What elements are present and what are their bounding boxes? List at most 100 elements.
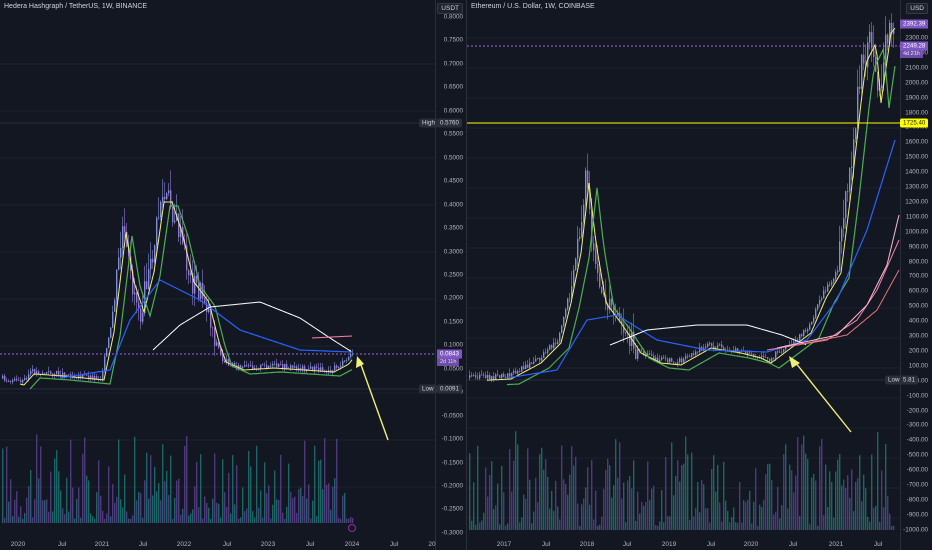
right-chart-pane[interactable]: Ethereum / U.S. Dollar, 1W, COINBASE USD…: [467, 0, 932, 550]
volume-bar: [597, 525, 599, 530]
volume-bar: [825, 464, 827, 530]
volume-bar: [196, 461, 198, 523]
left-chart-title: Hedera Hashgraph / TetherUS, 1W, BINANCE: [4, 3, 148, 10]
candle-body: [134, 292, 136, 295]
candle-body: [296, 366, 298, 370]
right-y-tick: -200.00: [906, 407, 928, 414]
volume-bar: [8, 501, 10, 523]
left-x-tick: 2021: [94, 541, 110, 548]
candle-body: [785, 346, 787, 350]
candle-body: [342, 360, 344, 366]
candle-body: [56, 370, 58, 375]
left-chart-pane[interactable]: Hedera Hashgraph / TetherUS, 1W, BINANCE…: [0, 0, 466, 550]
candle-body: [749, 352, 751, 354]
volume-bar: [154, 466, 156, 523]
candle-body: [62, 372, 64, 377]
volume-bar: [116, 497, 118, 523]
volume-bar: [567, 494, 569, 530]
volume-bar: [855, 481, 857, 530]
left-chart-canvas[interactable]: [0, 0, 466, 550]
volume-bar: [535, 477, 537, 530]
volume-bar: [683, 463, 685, 530]
left-currency-label[interactable]: USDT: [437, 3, 463, 14]
candle-body: [38, 371, 40, 375]
candle-body: [78, 375, 80, 379]
candle-body: [216, 342, 218, 346]
candle-body: [20, 380, 22, 383]
volume-bar: [745, 502, 747, 530]
candle-body: [863, 54, 865, 64]
volume-bar: [270, 518, 272, 523]
left-y-tick: 0.4000: [443, 201, 463, 209]
volume-bar: [623, 482, 625, 530]
right-price-axis[interactable]: USD 2300.002200.002100.002000.001900.001…: [900, 0, 931, 550]
candle-body: [577, 238, 579, 259]
right-chart-canvas[interactable]: [467, 0, 932, 550]
right-tag-top: 2392.39: [900, 19, 929, 29]
volume-bar: [649, 500, 651, 530]
volume-bar: [733, 507, 735, 530]
candle-body: [591, 209, 593, 244]
volume-bar: [513, 460, 515, 530]
volume-bar: [274, 470, 276, 523]
volume-bar: [320, 459, 322, 523]
candle-body: [112, 311, 114, 328]
volume-bar: [16, 491, 18, 523]
candle-body: [665, 358, 667, 360]
volume-bar: [743, 500, 745, 530]
candle-body: [228, 359, 230, 366]
volume-bar: [601, 516, 603, 530]
right-y-tick: 0.00: [915, 377, 928, 385]
volume-bar: [262, 517, 264, 523]
volume-bar: [308, 484, 310, 523]
candle-body: [515, 371, 517, 374]
event-marker: [348, 524, 356, 532]
candle-body: [274, 363, 276, 365]
volume-bar: [737, 522, 739, 530]
candle-body: [493, 376, 495, 380]
volume-bar: [316, 516, 318, 523]
candle-body: [204, 298, 206, 304]
volume-bar: [132, 515, 134, 523]
pane-divider[interactable]: [466, 0, 467, 550]
right-x-tick: Jul: [788, 541, 798, 548]
volume-bar: [260, 490, 262, 523]
volume-bar: [254, 517, 256, 523]
volume-bar: [489, 474, 491, 530]
left-price-axis[interactable]: USDT 0.8000 0.7500 0.7000 0.6500 0.6000 0.550…: [435, 0, 466, 550]
right-currency-label[interactable]: USD: [906, 3, 928, 14]
candle-body: [711, 343, 713, 347]
right-y-tick: -100.00: [906, 392, 928, 400]
volume-bar: [74, 518, 76, 523]
candle-body: [533, 361, 535, 364]
volume-bar: [561, 445, 563, 530]
left-y-tick: -0.2500: [441, 505, 463, 513]
candle-body: [304, 366, 306, 372]
volume-bar: [531, 523, 533, 530]
volume-bar: [687, 454, 689, 530]
right-y-tick: 500.00: [908, 302, 928, 310]
candle-body: [689, 356, 691, 358]
candle-body: [781, 351, 783, 353]
volume-bar: [543, 469, 545, 530]
volume-bar: [282, 512, 284, 523]
volume-bar: [755, 468, 757, 530]
volume-bar: [166, 470, 168, 523]
volume-bar: [811, 477, 813, 530]
volume-bar: [342, 495, 344, 523]
candle-body: [649, 353, 651, 355]
candle-body: [483, 374, 485, 376]
candle-body: [316, 366, 318, 368]
candle-body: [765, 357, 767, 358]
volume-bar: [661, 490, 663, 530]
candle-body: [8, 381, 10, 382]
candle-body: [589, 188, 591, 210]
volume-bar: [264, 462, 266, 523]
candle-body: [857, 86, 859, 129]
right-x-tick: Jul: [706, 541, 716, 548]
candle-body: [310, 366, 312, 369]
volume-bar: [352, 517, 354, 523]
volume-bar: [503, 492, 505, 530]
candle-body: [50, 371, 52, 374]
volume-bar: [346, 518, 348, 523]
